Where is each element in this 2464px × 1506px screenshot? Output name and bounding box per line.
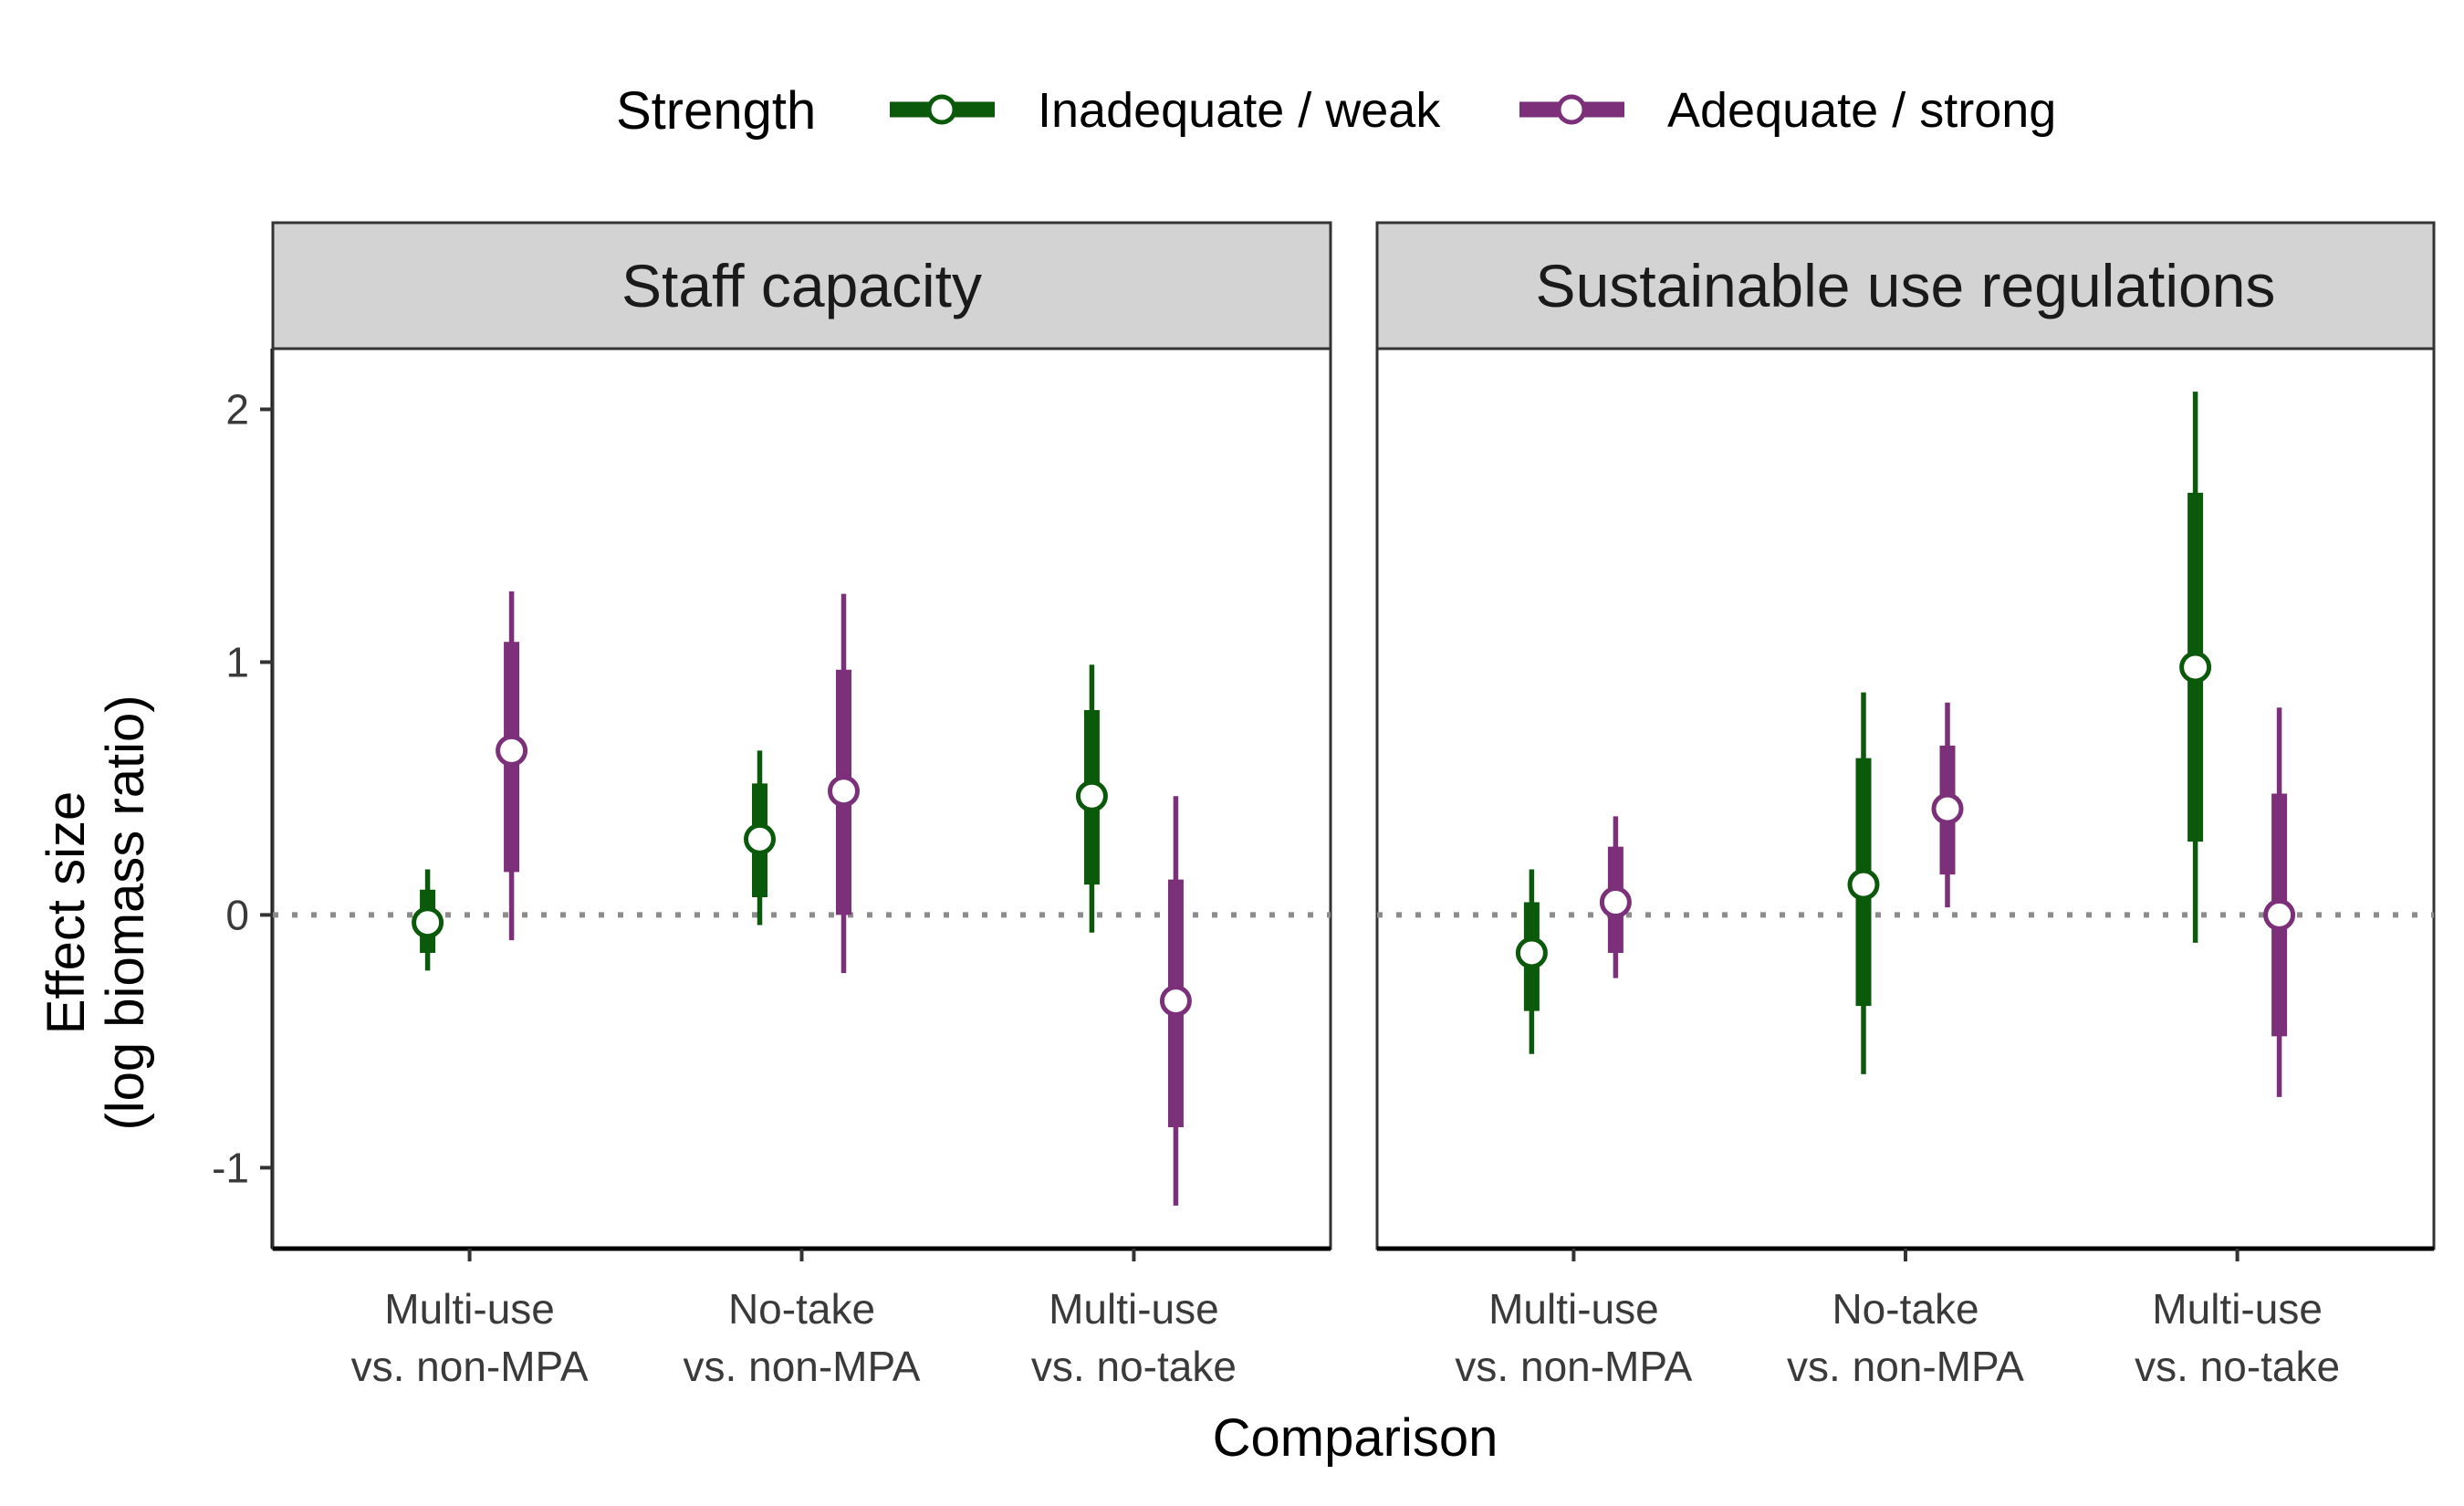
panel-plot-area [271, 347, 1332, 1250]
point-range [1847, 692, 1880, 1074]
estimate-point [1599, 886, 1632, 919]
y-tick-label: 0 [225, 891, 249, 938]
point-range [1515, 869, 1548, 1054]
x-tick-label: Multi-use [1488, 1285, 1659, 1333]
estimate-point [412, 906, 444, 939]
point-range [828, 593, 860, 974]
legend-key-point [926, 94, 957, 125]
x-tick-label: Multi-use [384, 1285, 555, 1333]
estimate-point [1931, 792, 1964, 825]
x-tick-label: No-take [1832, 1285, 1979, 1333]
panel: Staff capacity Multi-use vs. non-MPA No-tak… [271, 221, 1332, 1390]
y-tick-label: 1 [225, 638, 249, 685]
point-range [1075, 664, 1108, 933]
panel-strip [271, 221, 1332, 350]
estimate-point [828, 775, 860, 808]
x-tick-label: vs. no-take [1031, 1343, 1237, 1390]
estimate-point [1847, 868, 1880, 901]
x-tick-label: Multi-use [2152, 1285, 2323, 1333]
legend-entry-label: Inadequate / weak [1038, 83, 1441, 138]
x-axis-title: Comparison [1213, 1408, 1498, 1468]
legend: Strength Inadequate / weak Adequate / str… [616, 81, 2056, 141]
legend-entry: Adequate / strong [1519, 83, 2056, 138]
legend-entry-label: Adequate / strong [1667, 83, 2056, 138]
point-range [744, 750, 776, 926]
x-tick-label: No-take [728, 1285, 875, 1333]
x-tick-label: vs. non-MPA [1787, 1343, 2024, 1390]
y-axis-title-line-2: (log biomass ratio) [96, 695, 155, 1130]
legend-title: Strength [616, 81, 816, 141]
x-tick-label: Multi-use [1049, 1285, 1219, 1333]
estimate-point [744, 822, 776, 855]
x-tick-label: vs. non-MPA [1455, 1343, 1692, 1390]
panel-title: Staff capacity [621, 252, 982, 319]
estimate-point [1515, 936, 1548, 969]
panel: Sustainable use regulations Multi-use vs. … [1375, 221, 2436, 1390]
x-tick-label: vs. non-MPA [684, 1343, 921, 1390]
point-range [2263, 707, 2296, 1097]
panel-plot-area [1375, 347, 2436, 1250]
point-range [496, 591, 528, 941]
x-tick-label: vs. no-take [2135, 1343, 2340, 1390]
estimate-point [496, 734, 528, 767]
y-axis-title: Effect size (log biomass ratio) [37, 695, 155, 1130]
panels: Staff capacity Multi-use vs. non-MPA No-tak… [271, 221, 2436, 1390]
x-tick-label: vs. non-MPA [351, 1343, 589, 1390]
y-tick-label: -1 [212, 1144, 249, 1191]
estimate-point [2263, 898, 2296, 931]
legend-key-point [1556, 94, 1587, 125]
point-range [1159, 796, 1192, 1206]
estimate-point [1075, 779, 1108, 812]
y-axis-title-line-1: Effect size [37, 791, 96, 1035]
legend-entry: Inadequate / weak [890, 83, 1441, 138]
estimate-point [2179, 651, 2212, 684]
legend-entries: Inadequate / weak Adequate / strong [890, 83, 2056, 138]
point-range [1599, 816, 1632, 978]
point-range [2179, 392, 2212, 943]
panel-title: Sustainable use regulations [1536, 252, 2276, 319]
y-tick-label: 2 [225, 385, 249, 433]
estimate-point [1159, 985, 1192, 1018]
point-range [1931, 702, 1964, 908]
panel-strip [1375, 221, 2436, 350]
point-range [412, 869, 444, 971]
